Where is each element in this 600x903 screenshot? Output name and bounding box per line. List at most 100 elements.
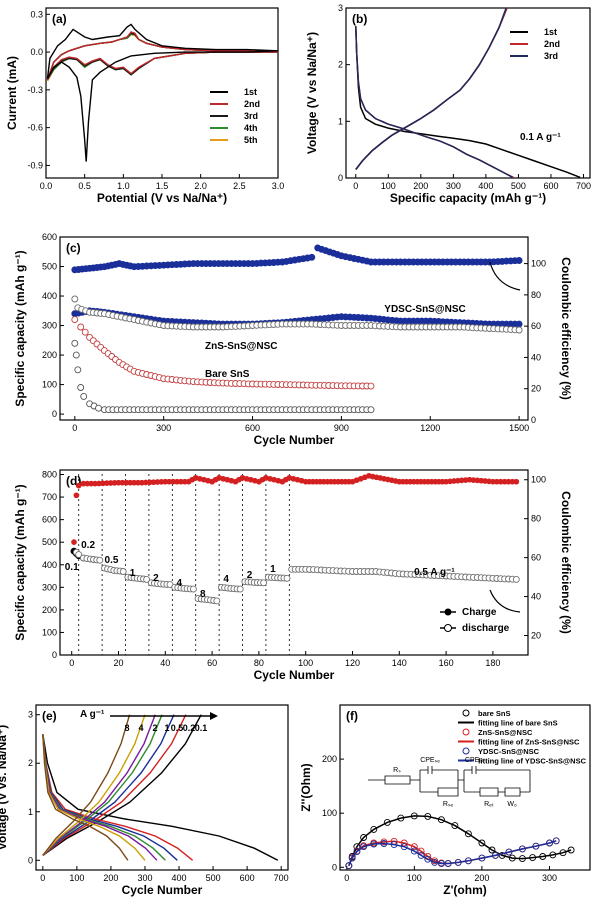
circuit-diagram xyxy=(368,766,531,797)
y2-tick-label: 40 xyxy=(531,592,541,602)
legend-label: Charge xyxy=(462,607,497,618)
y-tick-label: -0.9 xyxy=(27,160,43,170)
data-point xyxy=(71,316,79,324)
rate-annotation: 0.1 A g⁻¹ xyxy=(520,132,561,143)
y-tick-label: 3 xyxy=(338,3,343,13)
y2-tick-label: 80 xyxy=(531,290,541,300)
cv-curve-1st xyxy=(46,23,279,162)
data-point xyxy=(143,575,151,583)
data-point xyxy=(95,404,102,412)
data-point xyxy=(512,575,520,583)
x-tick-label: 1200 xyxy=(420,423,440,433)
rate-label: 4 xyxy=(138,723,143,733)
rate-label: 2 xyxy=(152,723,157,733)
y2-axis-label: Coulombic efficiency (%) xyxy=(559,257,573,400)
charge-curve-0.5 xyxy=(42,714,175,856)
data-point xyxy=(567,846,575,854)
y-tick-label: 200 xyxy=(42,605,57,615)
data-point xyxy=(515,326,523,334)
series-annotation: ZnS-SnS@NSC xyxy=(205,341,278,352)
panel-a: 0.0 0.5 1.0 1.5 2.0 2.5 3.0 0.3 0.0 -0.3 -0.6 -0.9 P… xyxy=(5,7,284,205)
plot-frame xyxy=(345,7,591,179)
x-tick-label: 200 xyxy=(103,873,118,883)
y2-tick-label: 40 xyxy=(531,352,541,362)
y2-tick-label: 60 xyxy=(531,553,541,563)
legend-label: ZnS-SnS@NSC xyxy=(478,728,533,737)
legend-label: 2nd xyxy=(244,99,260,109)
rate-label: 1 xyxy=(164,723,169,733)
charge-curve-0.1 xyxy=(42,714,202,856)
y-axis-label: Specific capacity (mAh g⁻¹) xyxy=(13,484,27,640)
y-tick-label: 1 xyxy=(28,807,33,817)
x-tick-label: 600 xyxy=(543,181,558,191)
y2-tick-label: 80 xyxy=(531,514,541,524)
y-tick-label: 0 xyxy=(52,409,57,419)
y-tick-label: 300 xyxy=(42,582,57,592)
data-point xyxy=(119,568,127,575)
x-axis-label: Cycle Number xyxy=(254,433,335,447)
data-point xyxy=(360,834,368,841)
legend-label: 2nd xyxy=(544,39,560,49)
x-tick-label: 100 xyxy=(407,873,422,883)
x-tick-label: 0 xyxy=(69,658,74,668)
data-point xyxy=(513,478,520,485)
data-point xyxy=(360,843,368,851)
data-point xyxy=(451,822,459,830)
x-tick-label: 2.0 xyxy=(194,181,207,191)
y-axis-label: Voltage (V vs. Na/Na⁺) xyxy=(0,725,9,850)
legend-label: 4th xyxy=(244,123,258,133)
rate-label: 1 xyxy=(270,564,276,575)
rate-label: 0.5 A g⁻¹ xyxy=(414,567,455,578)
legend-marker xyxy=(444,624,452,632)
data-point xyxy=(498,851,506,859)
panel-c: 0 300 600 900 1200 15000100200300400500600020… xyxy=(13,232,573,447)
data-point xyxy=(74,366,82,374)
rate-arrowhead xyxy=(210,712,218,720)
x-tick-label: 160 xyxy=(439,658,454,668)
y-tick-label: 0 xyxy=(52,650,57,660)
data-point xyxy=(213,597,221,605)
data-point xyxy=(77,384,85,391)
y2-tick-label: 100 xyxy=(531,475,546,485)
data-point xyxy=(383,818,391,826)
data-point xyxy=(260,579,268,587)
discharge-curve-0.1 xyxy=(42,733,279,861)
data-point xyxy=(72,351,80,359)
y-tick-label: 0.3 xyxy=(30,9,43,19)
legend-label: 3rd xyxy=(244,111,258,121)
data-point xyxy=(189,585,197,593)
x-tick-label: 80 xyxy=(254,658,264,668)
x-tick-label: 1.0 xyxy=(117,181,130,191)
rate-label: 8 xyxy=(200,589,206,600)
y-tick-label: 0.0 xyxy=(30,47,43,57)
x-axis-label: Potential (V vs Na/Na⁺) xyxy=(97,191,227,205)
legend-marker xyxy=(462,709,470,717)
x-tick-label: 0.0 xyxy=(40,181,53,191)
legend-label: fitting line of YDSC-SnS@NSC xyxy=(478,757,587,766)
data-point xyxy=(80,392,88,400)
data-point xyxy=(367,382,375,390)
x-tick-label: 700 xyxy=(274,873,289,883)
legend-label: 1st xyxy=(244,87,257,97)
legend-marker xyxy=(462,728,470,736)
legend-label: discharge xyxy=(462,623,510,634)
legend-label: fitting line of ZnS-SnS@NSC xyxy=(478,738,580,747)
series-annotation: Bare SnS xyxy=(205,369,250,380)
data-point xyxy=(345,862,353,870)
data-point xyxy=(71,539,77,545)
y-tick-label: 0 xyxy=(332,862,337,872)
plot-frame xyxy=(339,704,591,871)
circuit-label: Wₒ xyxy=(507,801,517,808)
x-tick-label: 20 xyxy=(113,658,123,668)
series-annotation: YDSC-SnS@NSC xyxy=(384,304,465,315)
x-tick-label: 0 xyxy=(40,873,45,883)
data-point xyxy=(308,253,316,261)
x-tick-label: 500 xyxy=(511,181,526,191)
x-tick-label: 300 xyxy=(542,873,557,883)
plot-frame xyxy=(59,469,529,656)
x-tick-label: 300 xyxy=(446,181,461,191)
y-tick-label: 500 xyxy=(42,537,57,547)
x-tick-label: 400 xyxy=(172,873,187,883)
